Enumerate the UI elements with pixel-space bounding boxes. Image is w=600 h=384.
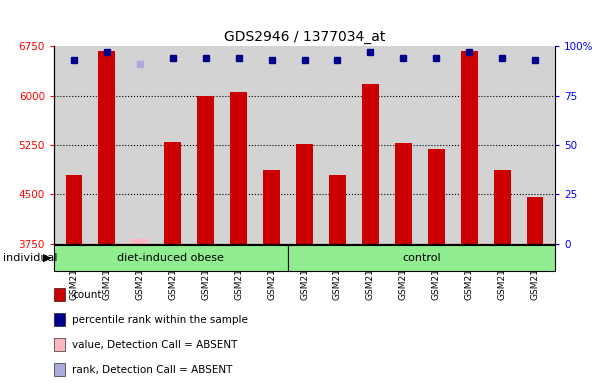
Bar	[263, 170, 280, 244]
Bar	[362, 84, 379, 244]
Bar	[494, 170, 511, 244]
Title: GDS2946 / 1377034_at: GDS2946 / 1377034_at	[224, 30, 385, 44]
Text: count: count	[72, 290, 101, 300]
Bar	[65, 175, 82, 244]
Bar	[288, 245, 555, 271]
Bar	[395, 143, 412, 244]
Bar	[98, 51, 115, 244]
Text: rank, Detection Call = ABSENT: rank, Detection Call = ABSENT	[72, 364, 232, 375]
Text: ▶: ▶	[43, 253, 52, 263]
Bar	[230, 91, 247, 244]
Bar	[296, 144, 313, 244]
Bar	[428, 149, 445, 244]
Bar	[527, 197, 544, 244]
Text: individual: individual	[3, 253, 58, 263]
Text: control: control	[402, 253, 441, 263]
Bar	[131, 238, 148, 244]
Text: value, Detection Call = ABSENT: value, Detection Call = ABSENT	[72, 339, 238, 350]
Text: diet-induced obese: diet-induced obese	[118, 253, 224, 263]
Bar	[461, 51, 478, 244]
Bar	[54, 245, 288, 271]
Bar	[329, 175, 346, 244]
Text: percentile rank within the sample: percentile rank within the sample	[72, 314, 248, 325]
Bar	[164, 142, 181, 244]
Bar	[197, 96, 214, 244]
